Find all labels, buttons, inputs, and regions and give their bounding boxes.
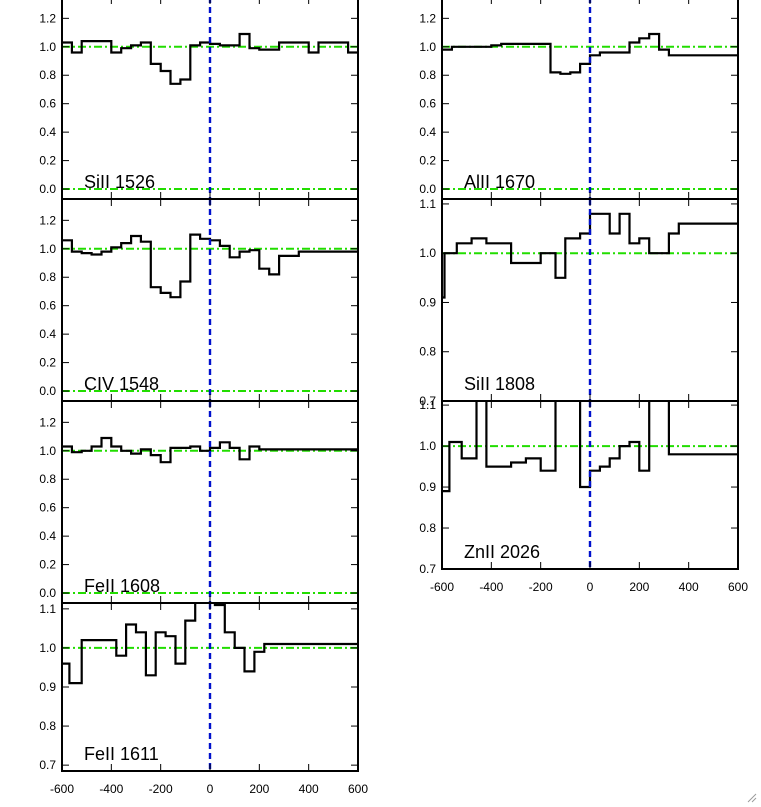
y-tick-label: 0.0 (39, 182, 56, 196)
resize-grip-icon[interactable] (745, 791, 757, 803)
y-tick-label: 0.6 (39, 501, 56, 515)
y-tick-label: 0.7 (39, 758, 56, 772)
x-tick-label: 200 (249, 782, 269, 796)
spectrum-line (62, 436, 358, 464)
panel-5: 0.0 0.2 0.4 0.6 0.8 1.0 1.2 AlII 1670 (419, 0, 739, 200)
panel-label: FeII 1611 (84, 744, 159, 764)
x-tick-label: 400 (679, 580, 699, 594)
y-tick-label: 1.1 (39, 602, 56, 616)
y-tick-label: 1.0 (39, 444, 56, 458)
y-tick-label: 0.8 (39, 270, 56, 284)
spectrum-line (442, 401, 738, 493)
x-tick-label: -200 (529, 580, 553, 594)
y-tick-label: 1.1 (419, 398, 436, 412)
x-tick-label: 600 (728, 580, 748, 594)
y-tick-label: 0.2 (39, 356, 56, 370)
x-tick-label: 0 (587, 580, 594, 594)
y-tick-label: 0.8 (419, 345, 436, 359)
y-tick-label: 0.9 (419, 295, 436, 309)
x-tick-label: 400 (299, 782, 319, 796)
y-tick-label: 1.1 (419, 197, 436, 211)
y-tick-label: 0.2 (39, 558, 56, 572)
panel-label: CIV 1548 (84, 374, 159, 394)
y-tick-label: 0.8 (39, 68, 56, 82)
y-tick-label: 1.0 (419, 246, 436, 260)
y-tick-label: 0.8 (39, 472, 56, 486)
y-tick-label: 0.2 (39, 154, 56, 168)
y-tick-label: 0.7 (419, 562, 436, 576)
x-tick-label: -200 (149, 782, 173, 796)
y-tick-label: 0.4 (39, 125, 56, 139)
spectrum-line (442, 32, 738, 75)
panel-label: SiII 1526 (84, 172, 155, 192)
x-tick-label: 0 (207, 782, 214, 796)
spectrum-line (62, 233, 358, 299)
panel-6: 0.7 0.8 0.9 1.0 1.1 SiII 1808 (419, 197, 739, 408)
y-tick-label: 1.0 (39, 40, 56, 54)
y-tick-label: 0.2 (419, 154, 436, 168)
y-tick-label: 0.4 (419, 125, 436, 139)
y-tick-label: 0.7 (419, 394, 436, 408)
panel-label: ZnII 2026 (464, 542, 540, 562)
y-tick-label: 0.8 (419, 521, 436, 535)
panel-label: FeII 1608 (84, 576, 160, 596)
spectrum-line (62, 603, 358, 685)
y-tick-label: 1.2 (39, 11, 56, 25)
y-tick-label: 1.2 (39, 415, 56, 429)
x-tick-label: 600 (348, 782, 368, 796)
x-tick-label: 200 (629, 580, 649, 594)
x-tick-label: -600 (430, 580, 454, 594)
panel-4: 0.7 0.8 0.9 1.0 1.1 -600 -400 -200 0 200 400 600 FeI… (39, 602, 368, 796)
y-tick-label: 1.2 (419, 11, 436, 25)
y-tick-label: 0.0 (39, 384, 56, 398)
panel-label: SiII 1808 (464, 374, 535, 394)
y-tick-label: 0.6 (39, 299, 56, 313)
x-tick-label: -400 (479, 580, 503, 594)
y-tick-label: 1.2 (39, 213, 56, 227)
y-tick-label: 1.0 (39, 641, 56, 655)
panel-3: 0.0 0.2 0.4 0.6 0.8 1.0 1.2 FeII 1608 (39, 400, 359, 604)
y-tick-label: 0.9 (419, 480, 436, 494)
y-tick-label: 1.0 (419, 439, 436, 453)
y-tick-label: 0.0 (39, 586, 56, 600)
y-tick-label: 0.4 (39, 327, 56, 341)
x-tick-label: -400 (99, 782, 123, 796)
y-tick-label: 0.4 (39, 529, 56, 543)
panel-label: AlII 1670 (464, 172, 535, 192)
y-tick-label: 0.0 (419, 182, 436, 196)
y-tick-label: 0.6 (419, 97, 436, 111)
y-tick-label: 1.0 (419, 40, 436, 54)
y-tick-label: 0.8 (39, 719, 56, 733)
y-tick-label: 0.9 (39, 680, 56, 694)
panel-7: 0.7 0.8 0.9 1.0 1.1 -600 -400 -200 0 200 400 600 ZnI… (419, 398, 748, 594)
x-tick-label: -600 (50, 782, 74, 796)
y-tick-label: 0.6 (39, 97, 56, 111)
panel-1: 0.0 0.2 0.4 0.6 0.8 1.0 1.2 SiII 1526 (39, 0, 359, 200)
spectrum-line (62, 32, 358, 85)
y-tick-label: 1.0 (39, 242, 56, 256)
panel-2: 0.0 0.2 0.4 0.6 0.8 1.0 1.2 CIV 1548 (39, 198, 359, 402)
y-tick-label: 0.8 (419, 68, 436, 82)
